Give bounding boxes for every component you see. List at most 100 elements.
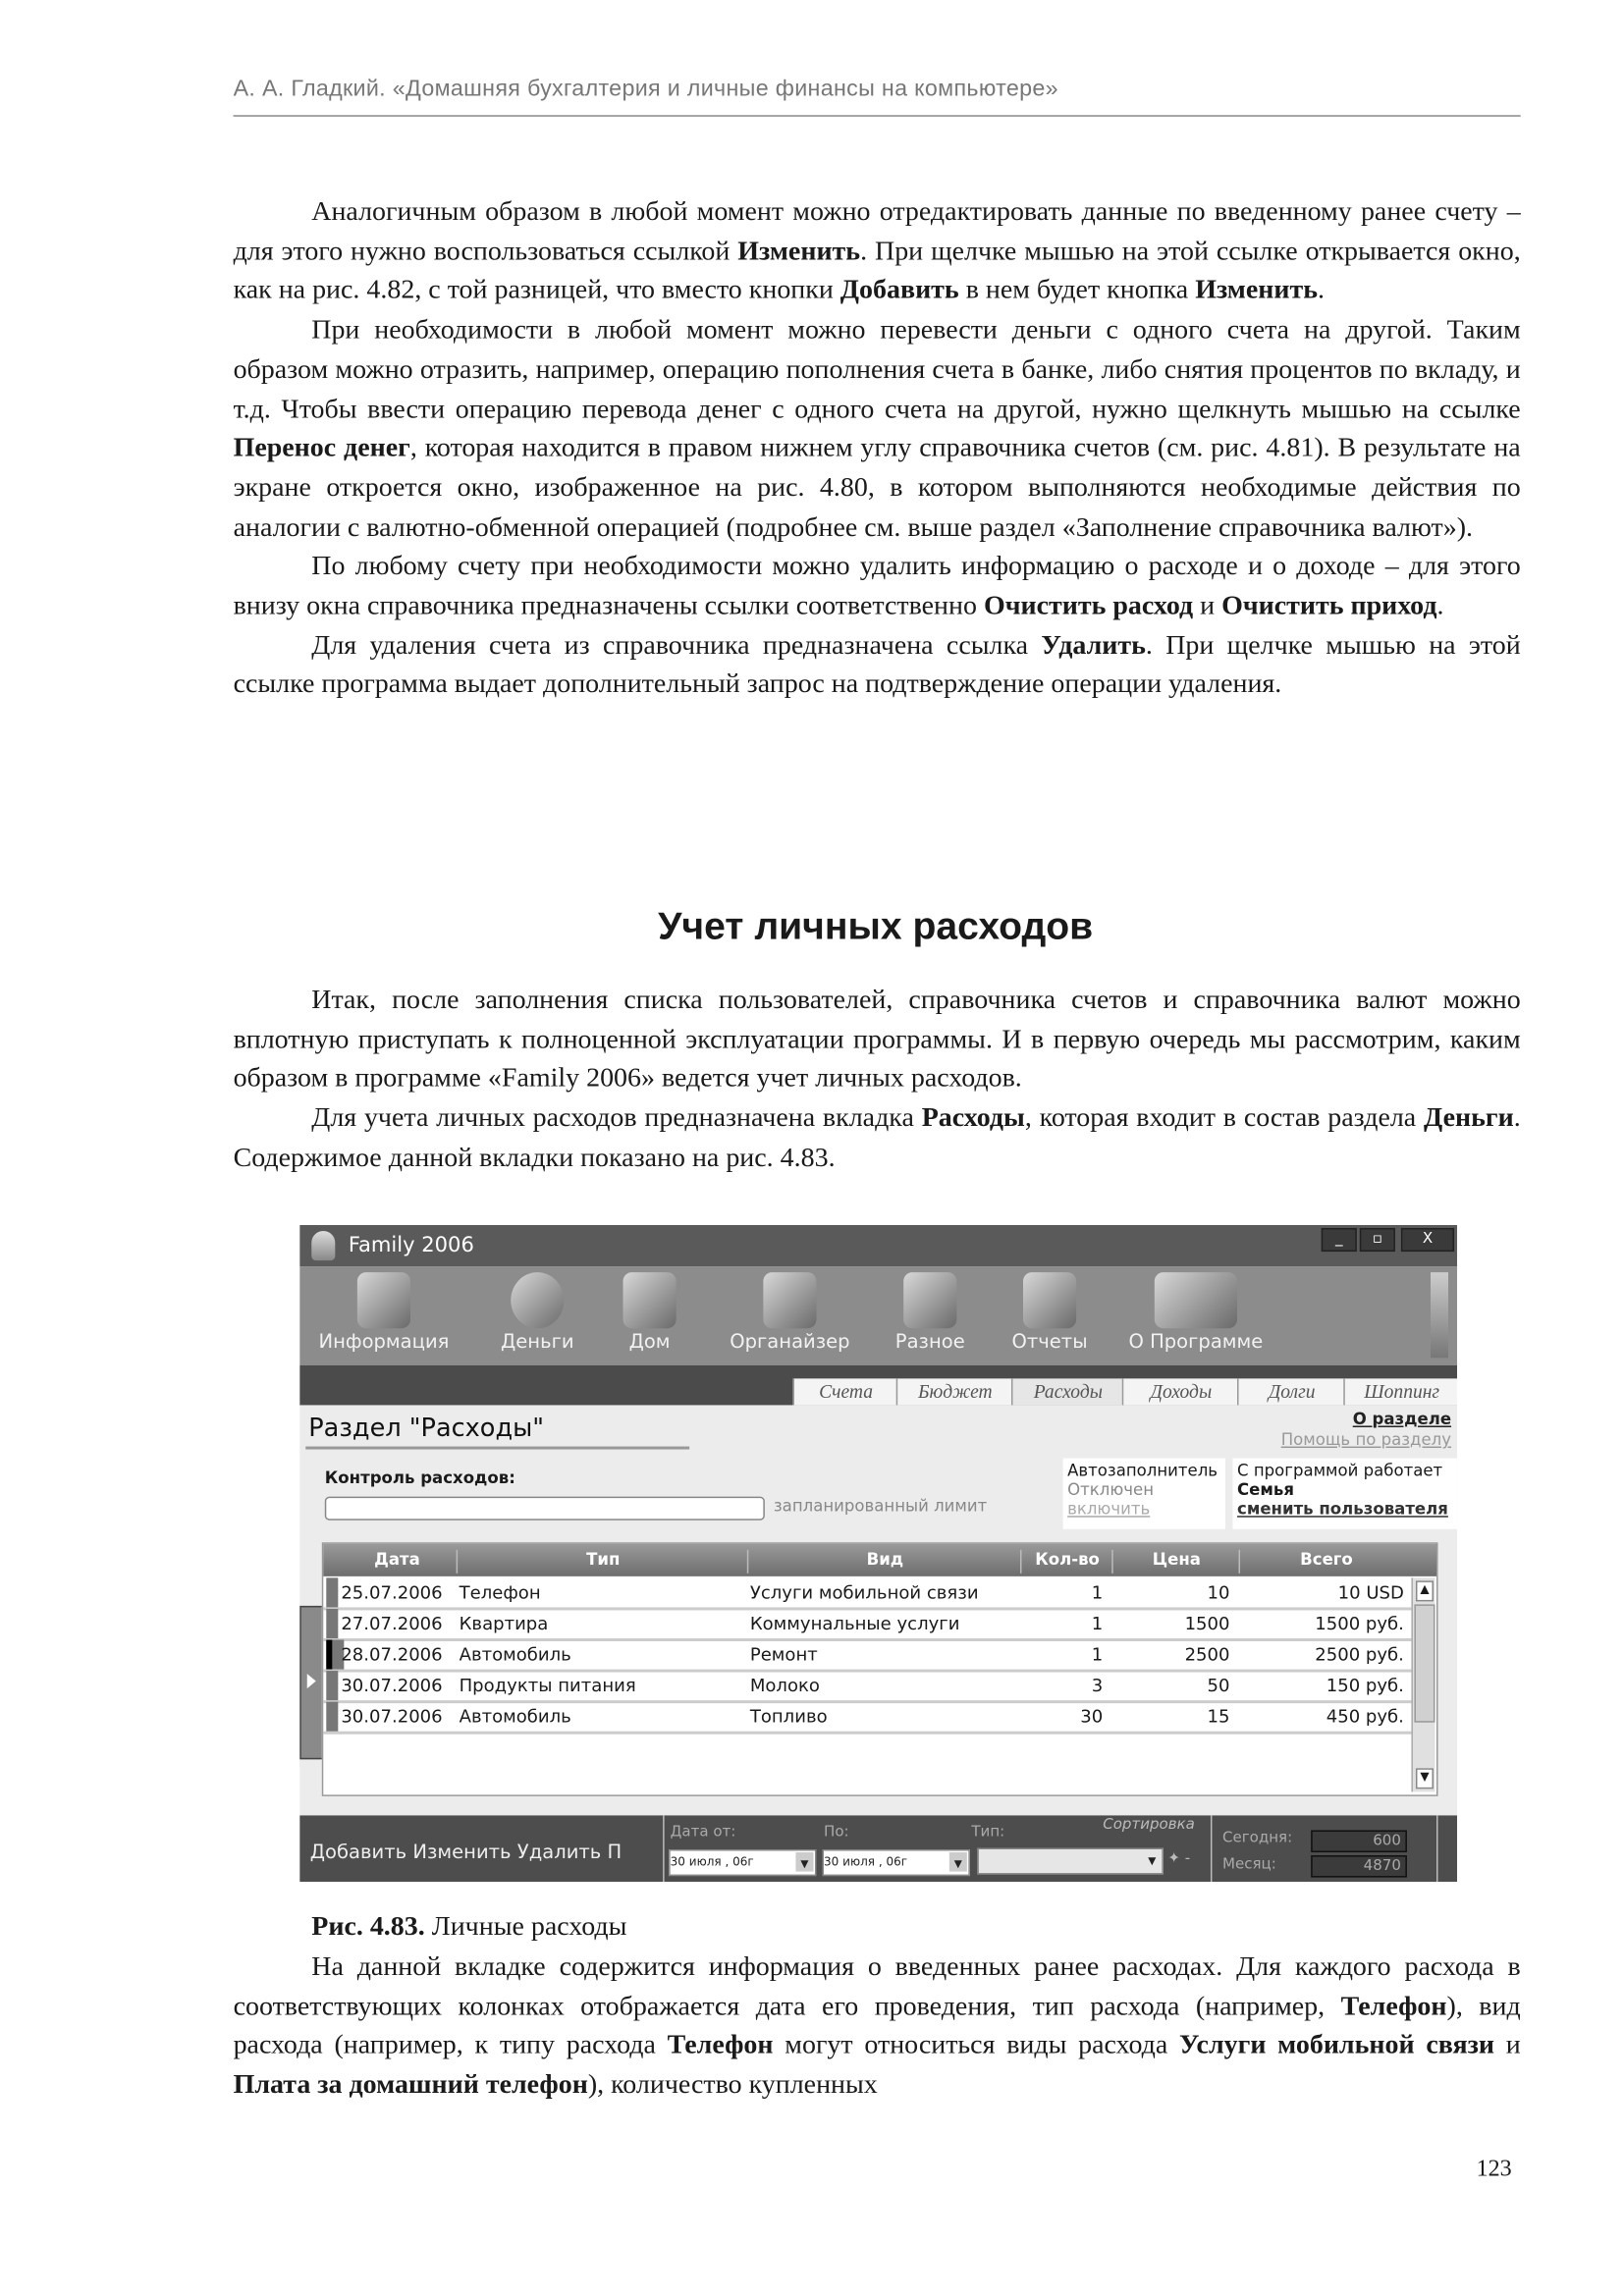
user-name: Семья bbox=[1237, 1480, 1294, 1500]
cell-type: Продукты питания bbox=[459, 1675, 636, 1696]
header-rule bbox=[233, 115, 1521, 117]
table-row[interactable]: 25.07.2006 Телефон Услуги мобильной связи 1… bbox=[323, 1577, 1412, 1611]
user-app-icon bbox=[311, 1231, 336, 1261]
toolbar-organizer[interactable]: Органайзер bbox=[719, 1266, 860, 1365]
text-run: По любому счету при необходимости можно … bbox=[233, 551, 1521, 622]
toolbar-home[interactable]: Дом bbox=[613, 1266, 686, 1365]
add-link[interactable]: Добавить bbox=[309, 1842, 407, 1865]
sort-toggle-icon[interactable]: ✦ - bbox=[1167, 1850, 1191, 1868]
month-value: 4870 bbox=[1311, 1855, 1407, 1878]
row-marker[interactable] bbox=[326, 1701, 339, 1732]
tab-budget[interactable]: Бюджет bbox=[895, 1378, 1013, 1406]
toolbar-label: Деньги bbox=[501, 1331, 574, 1354]
cell-price: 2500 bbox=[1184, 1644, 1230, 1666]
col-total[interactable]: Всего bbox=[1238, 1549, 1413, 1574]
side-shortcuts-icon[interactable] bbox=[1430, 1272, 1449, 1359]
text-run: Итак, после заполнения списка пользовате… bbox=[233, 984, 1521, 1095]
main-toolbar: Информация Деньги Дом Органайзер Разное … bbox=[299, 1266, 1458, 1365]
house-icon bbox=[623, 1272, 677, 1329]
expense-limit-input[interactable] bbox=[324, 1496, 765, 1521]
tab-expenses[interactable]: Расходы bbox=[1010, 1378, 1124, 1406]
col-price[interactable]: Цена bbox=[1111, 1549, 1240, 1574]
table-row[interactable]: 30.07.2006 Продукты питания Молоко 3 50 150 р… bbox=[323, 1671, 1412, 1704]
text-run: ), количество купленных bbox=[587, 2069, 878, 2101]
cell-price: 50 bbox=[1207, 1675, 1230, 1696]
row-marker[interactable] bbox=[326, 1577, 339, 1608]
bold-term: Очистить рас­ход bbox=[983, 590, 1194, 622]
cell-total: 10 USD bbox=[1337, 1581, 1404, 1603]
toolbar-about[interactable]: О Программе bbox=[1114, 1266, 1276, 1365]
change-user-link[interactable]: сменить пользователя bbox=[1237, 1499, 1448, 1520]
more-link[interactable]: П bbox=[607, 1842, 623, 1865]
about-section-link[interactable]: О разделе bbox=[1352, 1409, 1452, 1429]
scrollbar-thumb[interactable] bbox=[1414, 1604, 1435, 1723]
type-select[interactable]: ▼ bbox=[977, 1847, 1164, 1875]
toolbar-info[interactable]: Информация bbox=[305, 1266, 461, 1365]
record-selector-bar[interactable] bbox=[299, 1605, 325, 1760]
toolbar-reports[interactable]: Отчеты bbox=[1002, 1266, 1097, 1365]
date-to-picker[interactable]: 30 июля , 06г ▼ bbox=[822, 1849, 970, 1877]
misc-icon bbox=[903, 1272, 957, 1329]
close-button[interactable]: X bbox=[1400, 1227, 1455, 1253]
divider bbox=[1436, 1815, 1438, 1883]
minimize-button[interactable]: _ bbox=[1321, 1227, 1357, 1253]
row-marker[interactable] bbox=[326, 1608, 339, 1638]
table-row[interactable]: 30.07.2006 Автомобиль Топливо 30 15 450 руб. bbox=[323, 1701, 1412, 1735]
toolbar-money[interactable]: Деньги bbox=[486, 1266, 589, 1365]
cell-date: 27.07.2006 bbox=[341, 1613, 443, 1634]
expense-control-label: Контроль расходов: bbox=[324, 1468, 515, 1488]
toolbar-label: Органайзер bbox=[730, 1331, 850, 1354]
cell-qty: 30 bbox=[1080, 1706, 1104, 1728]
delete-link[interactable]: Удалить bbox=[516, 1842, 602, 1865]
bold-term: Деньги bbox=[1424, 1102, 1514, 1134]
scroll-up-icon[interactable]: ▲ bbox=[1415, 1580, 1434, 1602]
tab-income[interactable]: Доходы bbox=[1121, 1378, 1239, 1406]
table-row[interactable]: 28.07.2006 Автомобиль Ремонт 1 2500 2500 руб. bbox=[323, 1639, 1412, 1673]
money-icon bbox=[511, 1272, 565, 1329]
section-help-link[interactable]: Помощь по разделу bbox=[1280, 1429, 1452, 1450]
tab-accounts[interactable]: Счета bbox=[792, 1378, 898, 1406]
paragraph: Для удаления счета из справочника предна… bbox=[234, 627, 1521, 706]
scroll-down-icon[interactable]: ▼ bbox=[1415, 1768, 1434, 1789]
paragraph: При необходимости в любой момент можно п… bbox=[234, 311, 1521, 548]
table-row[interactable]: 27.07.2006 Квартира Коммунальные услуги 1 15… bbox=[323, 1608, 1412, 1642]
dropdown-arrow-icon[interactable]: ▼ bbox=[795, 1852, 814, 1872]
running-header: А. А. Гладкий. «Домашняя бухгалтерия и л… bbox=[233, 77, 1058, 102]
text-run: Аналогичным образом в любой момент можно… bbox=[233, 195, 1521, 267]
col-date[interactable]: Дата bbox=[374, 1549, 420, 1570]
toolbar-label: Разное bbox=[894, 1331, 965, 1354]
edit-link[interactable]: Изменить bbox=[412, 1842, 512, 1865]
cell-total: 150 руб. bbox=[1326, 1675, 1404, 1696]
cell-qty: 1 bbox=[1091, 1581, 1104, 1603]
today-value: 600 bbox=[1311, 1830, 1407, 1853]
cell-type: Телефон bbox=[459, 1581, 541, 1603]
col-type[interactable]: Тип bbox=[456, 1549, 749, 1574]
cell-kind: Услуги мобильной связи bbox=[749, 1581, 979, 1603]
dropdown-arrow-icon[interactable]: ▼ bbox=[1148, 1855, 1157, 1868]
bold-term: Расходы bbox=[921, 1102, 1025, 1134]
cell-price: 10 bbox=[1207, 1581, 1230, 1603]
current-row-marker-icon[interactable] bbox=[326, 1639, 345, 1670]
col-kind[interactable]: Вид bbox=[746, 1549, 1022, 1574]
cell-type: Автомобиль bbox=[459, 1644, 571, 1666]
figure-caption: Рис. 4.83. Личные расходы bbox=[234, 1908, 1521, 1948]
toolbar-misc[interactable]: Разное bbox=[885, 1266, 976, 1365]
table-scrollbar[interactable]: ▲ ▼ bbox=[1411, 1577, 1435, 1792]
date-from-picker[interactable]: 30 июля , 06г ▼ bbox=[669, 1849, 817, 1877]
tab-shopping[interactable]: Шоппинг bbox=[1343, 1378, 1458, 1406]
cell-qty: 3 bbox=[1091, 1675, 1104, 1696]
info-album-icon bbox=[356, 1272, 411, 1329]
app-title: Family 2006 bbox=[348, 1234, 474, 1258]
cell-kind: Коммунальные услуги bbox=[749, 1613, 960, 1634]
toolbar-label: Информация bbox=[318, 1331, 450, 1354]
title-bar: Family 2006 _ ▫ X bbox=[299, 1224, 1458, 1267]
autofill-enable-link[interactable]: включить bbox=[1067, 1499, 1151, 1520]
row-marker[interactable] bbox=[326, 1671, 339, 1701]
maximize-button[interactable]: ▫ bbox=[1359, 1227, 1395, 1253]
cell-total: 2500 руб. bbox=[1315, 1644, 1404, 1666]
cell-total: 450 руб. bbox=[1326, 1706, 1404, 1728]
tab-debts[interactable]: Долги bbox=[1237, 1378, 1345, 1406]
limit-label: запланированный лимит bbox=[773, 1496, 988, 1517]
col-qty[interactable]: Кол-во bbox=[1019, 1549, 1113, 1574]
dropdown-arrow-icon[interactable]: ▼ bbox=[948, 1852, 967, 1872]
